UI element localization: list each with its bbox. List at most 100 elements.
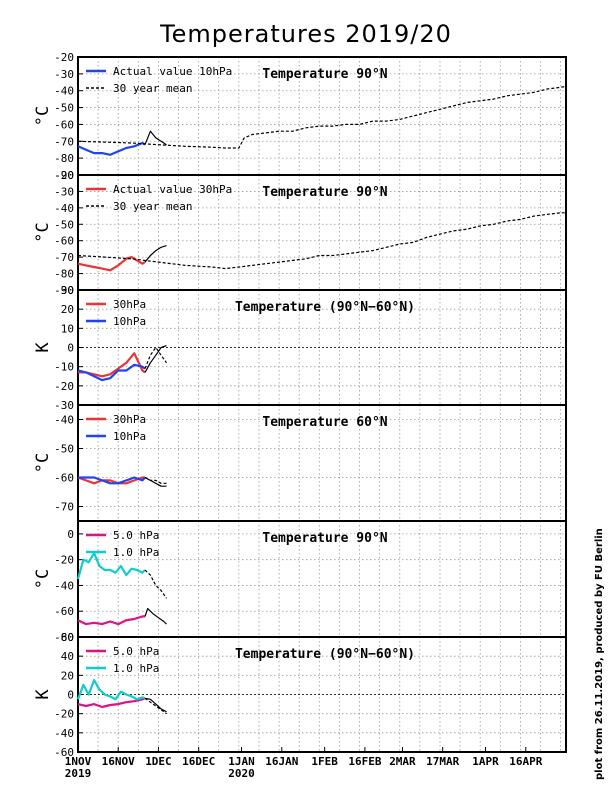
series-line xyxy=(144,345,167,373)
y-tick-label: -60 xyxy=(54,118,74,131)
y-axis-label: °C xyxy=(33,222,53,242)
y-tick-label: -50 xyxy=(54,218,74,231)
x-tick-label: 2MAR xyxy=(389,755,416,768)
legend-label: 5.0 hPa xyxy=(113,645,159,658)
y-axis-label: K xyxy=(33,689,53,700)
series-line xyxy=(144,476,167,487)
legend-label: 1.0 hPa xyxy=(113,546,159,559)
series-line xyxy=(144,245,167,263)
y-tick-label: 0 xyxy=(67,342,74,355)
y-axis-label: °C xyxy=(33,453,53,473)
panel-title: Temperature 90°N xyxy=(262,185,387,200)
y-tick-label: -20 xyxy=(54,51,74,64)
y-tick-label: 10 xyxy=(61,322,74,335)
series-line xyxy=(144,476,167,484)
y-tick-label: -80 xyxy=(54,631,74,644)
y-tick-label: -60 xyxy=(54,472,74,485)
y-tick-label: -90 xyxy=(54,169,74,182)
legend-label: 10hPa xyxy=(113,430,146,443)
y-tick-label: 30 xyxy=(61,284,74,297)
x-tick-label: 16DEC xyxy=(182,755,215,768)
y-tick-label: 60 xyxy=(61,631,74,644)
series-line xyxy=(144,607,167,625)
y-tick-label: -40 xyxy=(54,727,74,740)
series-line xyxy=(77,256,146,272)
y-tick-label: -80 xyxy=(54,268,74,281)
y-tick-label: -30 xyxy=(54,68,74,81)
panel-title: Temperature 90°N xyxy=(262,67,387,82)
x-tick-label: 16APR xyxy=(509,755,542,768)
y-tick-label: 0 xyxy=(67,689,74,702)
y-tick-label: -60 xyxy=(54,235,74,248)
y-tick-label: -60 xyxy=(54,746,74,759)
series-line xyxy=(77,363,146,382)
y-tick-label: -70 xyxy=(54,501,74,514)
y-tick-label: -40 xyxy=(54,202,74,215)
y-axis-label: °C xyxy=(33,106,53,126)
panel-title: Temperature 90°N xyxy=(262,531,387,546)
y-tick-label: -60 xyxy=(54,605,74,618)
y-tick-label: -40 xyxy=(54,85,74,98)
series-line xyxy=(144,346,167,369)
y-tick-label: -80 xyxy=(54,152,74,165)
series-line xyxy=(77,141,146,156)
y-tick-label: -50 xyxy=(54,443,74,456)
legend-label: 30hPa xyxy=(113,298,146,311)
y-tick-label: -30 xyxy=(54,399,74,412)
series-line xyxy=(77,697,146,709)
y-tick-label: -90 xyxy=(54,284,74,297)
legend-label: 30 year mean xyxy=(113,82,192,95)
x-tick-label: 1NOV xyxy=(65,755,92,768)
series-line xyxy=(76,552,146,580)
chart-title: Temperatures 2019/20 xyxy=(160,20,452,48)
y-tick-label: -10 xyxy=(54,361,74,374)
y-tick-label: -50 xyxy=(54,102,74,115)
x-tick-label: 16FEB xyxy=(348,755,381,768)
series-line xyxy=(144,130,167,146)
panel-title: Temperature 60°N xyxy=(262,415,387,430)
panel-frame xyxy=(77,636,567,753)
y-tick-label: -20 xyxy=(54,554,74,567)
legend-label: 1.0 hPa xyxy=(113,662,159,675)
legend-label: 30hPa xyxy=(113,413,146,426)
y-axis-label: K xyxy=(33,342,53,353)
legend-label: Actual value 10hPa xyxy=(113,65,232,78)
panel-title: Temperature (90°N−60°N) xyxy=(235,300,415,315)
series-line xyxy=(144,697,167,713)
y-tick-label: -70 xyxy=(54,135,74,148)
series-line xyxy=(144,569,167,599)
x-tick-year-label: 2020 xyxy=(228,767,255,780)
x-tick-label: 17MAR xyxy=(426,755,459,768)
series-line xyxy=(77,615,145,626)
legend-label: 5.0 hPa xyxy=(113,529,159,542)
x-tick-label: 16NOV xyxy=(102,755,135,768)
legend-label: 30 year mean xyxy=(113,200,192,213)
series-line xyxy=(77,85,567,149)
legend-label: Actual value 30hPa xyxy=(113,183,232,196)
y-tick-label: -40 xyxy=(54,414,74,427)
y-tick-label: -40 xyxy=(54,579,74,592)
panel-title: Temperature (90°N−60°N) xyxy=(235,647,415,662)
series-line xyxy=(78,476,146,485)
y-tick-label: -70 xyxy=(54,251,74,264)
y-tick-label: -30 xyxy=(54,185,74,198)
x-tick-label: 1APR xyxy=(472,755,499,768)
series-line xyxy=(76,678,146,701)
series-line xyxy=(144,697,167,715)
y-tick-label: -20 xyxy=(54,169,74,182)
credit-text: plot from 26.11.2019, produced by FU Ber… xyxy=(594,528,605,780)
x-tick-year-label: 2019 xyxy=(65,767,92,780)
y-tick-label: 20 xyxy=(61,303,74,316)
x-tick-label: 1DEC xyxy=(145,755,172,768)
x-tick-label: 1FEB xyxy=(311,755,338,768)
y-tick-label: 40 xyxy=(61,650,74,663)
legend-label: 10hPa xyxy=(113,315,146,328)
y-tick-label: -20 xyxy=(54,380,74,393)
y-tick-label: 0 xyxy=(67,528,74,541)
x-tick-label: 16JAN xyxy=(265,755,298,768)
y-tick-label: 20 xyxy=(61,669,74,682)
y-tick-label: -20 xyxy=(54,708,74,721)
x-tick-label: 1JAN xyxy=(228,755,255,768)
y-axis-label: °C xyxy=(33,569,53,589)
